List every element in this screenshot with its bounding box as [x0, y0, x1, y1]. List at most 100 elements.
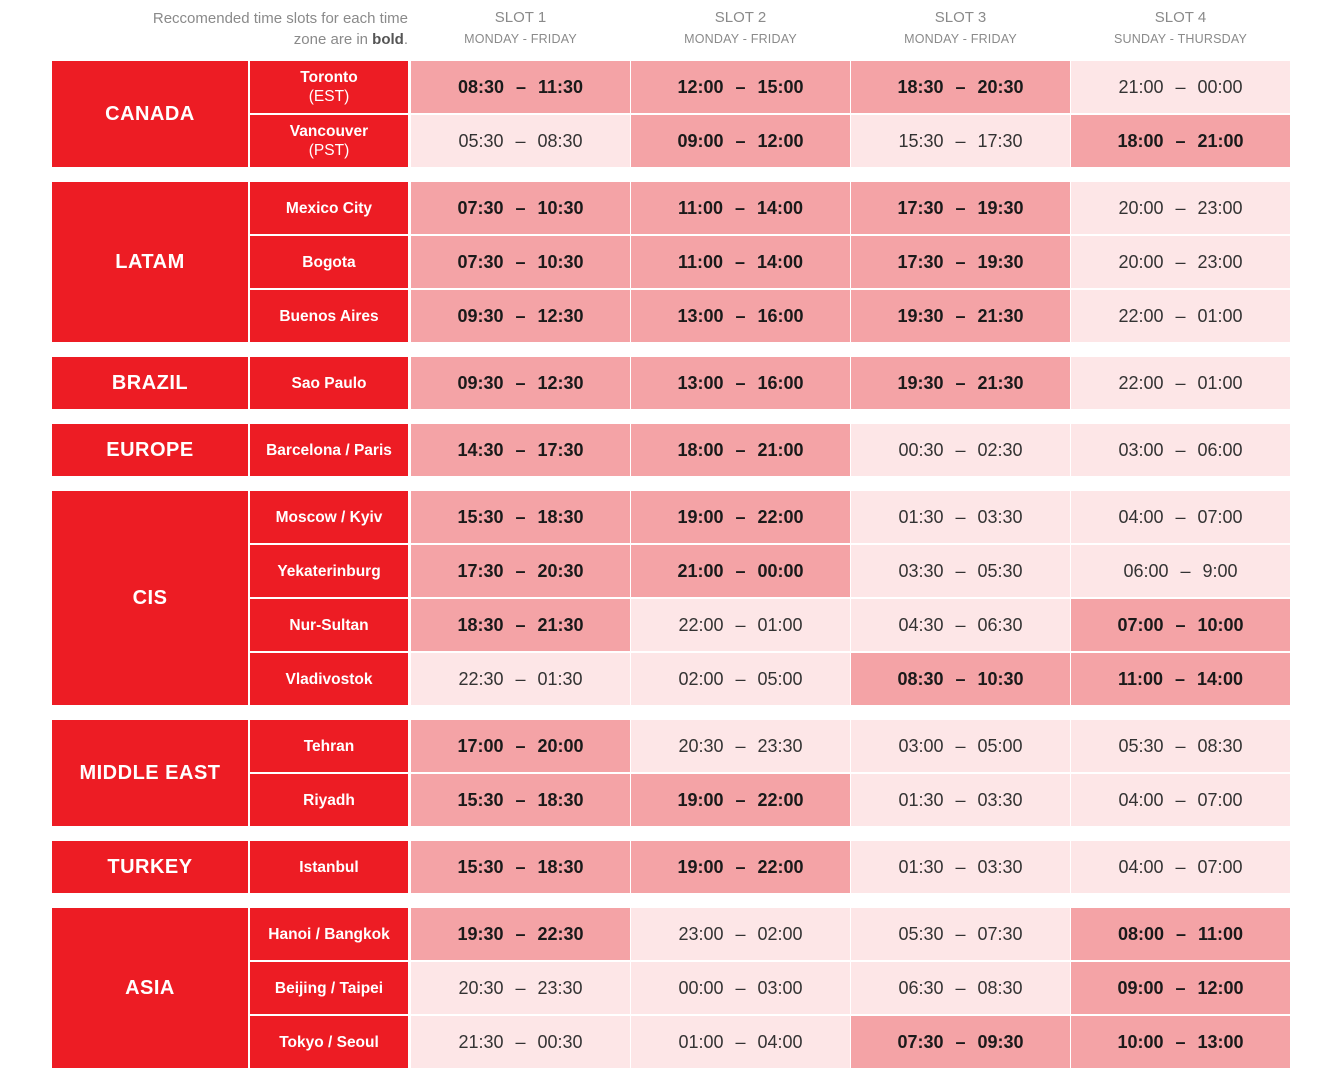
- slot-dash: –: [955, 560, 966, 581]
- slot-start-time: 19:30: [897, 305, 944, 326]
- slot-start-time: 17:30: [897, 197, 944, 218]
- slot-start-time: 08:30: [457, 76, 504, 97]
- slot-start-time: 10:00: [1117, 1031, 1164, 1052]
- time-slot-cell: 12:00–15:00: [631, 61, 850, 113]
- slot-end-time: 22:00: [757, 856, 804, 877]
- time-slot-cell: 08:30–10:30: [851, 653, 1070, 705]
- time-slot-cell: 20:30–23:30: [631, 720, 850, 772]
- slot-dash: –: [955, 305, 966, 326]
- time-slot-cell: 09:30–12:30: [411, 357, 630, 409]
- slot-end-time: 20:30: [977, 76, 1024, 97]
- region-label: ASIA: [52, 908, 248, 1068]
- slot-dash: –: [955, 789, 966, 810]
- slot-dash: –: [735, 923, 746, 944]
- slot-dash: –: [1175, 76, 1186, 97]
- city-name: Mexico City: [285, 199, 373, 217]
- slot-start-time: 19:30: [457, 923, 504, 944]
- city-name: Bogota: [302, 253, 356, 271]
- city-label: Vladivostok: [250, 653, 408, 705]
- slot-2-header: SLOT 2 MONDAY - FRIDAY: [631, 8, 850, 50]
- slot-1-header: SLOT 1 MONDAY - FRIDAY: [411, 8, 630, 50]
- slot-start-time: 09:30: [457, 372, 504, 393]
- slot-end-time: 12:30: [537, 372, 584, 393]
- slot-dash: –: [1175, 197, 1186, 218]
- time-slot-cell: 22:30–01:30: [411, 653, 630, 705]
- slot-start-time: 15:30: [898, 130, 944, 151]
- slot-start-time: 20:30: [678, 735, 724, 756]
- city-timezone: (EST): [308, 88, 350, 105]
- slot-end-time: 13:00: [1197, 1031, 1244, 1052]
- slot-end-time: 12:00: [1197, 977, 1244, 998]
- slot-end-time: 12:30: [537, 305, 584, 326]
- slot-start-time: 21:30: [458, 1031, 504, 1052]
- slot-dash: –: [955, 977, 966, 998]
- slot-end-time: 03:00: [757, 977, 803, 998]
- time-slot-cell: 17:00–20:00: [411, 720, 630, 772]
- slot-start-time: 03:30: [898, 560, 944, 581]
- time-slot-cell: 02:00–05:00: [631, 653, 850, 705]
- city-label: Hanoi / Bangkok: [250, 908, 408, 960]
- slot-start-time: 00:00: [678, 977, 724, 998]
- slot-end-time: 21:30: [537, 614, 584, 635]
- city-label: Riyadh: [250, 774, 408, 826]
- slot-start-time: 20:00: [1118, 197, 1164, 218]
- city-label: Tehran: [250, 720, 408, 772]
- time-slot-cell: 17:30–20:30: [411, 545, 630, 597]
- slot-start-time: 07:30: [457, 251, 504, 272]
- slot-dash: –: [515, 789, 526, 810]
- time-slot-cell: 00:00–03:00: [631, 962, 850, 1014]
- region-label: CANADA: [52, 61, 248, 167]
- slot-dash: –: [734, 251, 745, 272]
- header-note-suffix: .: [403, 31, 408, 48]
- city-label: Beijing / Taipei: [250, 962, 408, 1014]
- slot-end-time: 07:00: [1197, 856, 1243, 877]
- slot-end-time: 22:30: [537, 923, 584, 944]
- city-label: Buenos Aires: [250, 290, 408, 342]
- city-label: Barcelona / Paris: [250, 424, 408, 476]
- slot-dash: –: [515, 305, 526, 326]
- slot-end-time: 21:30: [977, 305, 1024, 326]
- city-name: Istanbul: [299, 858, 359, 876]
- slot-start-time: 17:30: [897, 251, 944, 272]
- slot-start-time: 21:00: [677, 560, 724, 581]
- time-slot-cell: 04:30–06:30: [851, 599, 1070, 651]
- slot-end-time: 01:00: [1197, 305, 1243, 326]
- city-name: Sao Paulo: [291, 374, 367, 392]
- time-slot-cell: 01:30–03:30: [851, 841, 1070, 893]
- time-slot-cell: 07:30–10:30: [411, 182, 630, 234]
- time-slot-cell: 04:00–07:00: [1071, 774, 1290, 826]
- time-slot-cell: 18:30–20:30: [851, 61, 1070, 113]
- slot-3-title: SLOT 3: [934, 9, 987, 26]
- time-slot-cell: 09:00–12:00: [1071, 962, 1290, 1014]
- slot-start-time: 01:30: [898, 789, 944, 810]
- slot-dash: –: [955, 197, 966, 218]
- slot-start-time: 23:00: [678, 923, 724, 944]
- slot-end-time: 14:00: [757, 197, 804, 218]
- slot-dash: –: [955, 506, 966, 527]
- slot-start-time: 19:00: [677, 856, 724, 877]
- city-name: Nur-Sultan: [289, 616, 369, 634]
- city-label: Moscow / Kyiv: [250, 491, 408, 543]
- slot-start-time: 05:30: [1118, 735, 1164, 756]
- time-slot-cell: 20:00–23:00: [1071, 182, 1290, 234]
- slot-start-time: 13:00: [677, 372, 724, 393]
- slot-end-time: 03:30: [977, 856, 1023, 877]
- slot-end-time: 07:30: [977, 923, 1023, 944]
- region-label: TURKEY: [52, 841, 248, 893]
- time-slot-cell: 15:30–17:30: [851, 115, 1070, 167]
- time-slot-cell: 07:30–09:30: [851, 1016, 1070, 1068]
- time-slot-cell: 09:00–12:00: [631, 115, 850, 167]
- slot-dash: –: [735, 789, 746, 810]
- slot-start-time: 04:00: [1118, 506, 1164, 527]
- slot-dash: –: [515, 614, 526, 635]
- time-slot-cell: 17:30–19:30: [851, 236, 1070, 288]
- slot-dash: –: [735, 1031, 746, 1052]
- time-slot-cell: 07:00–10:00: [1071, 599, 1290, 651]
- slot-end-time: 19:30: [977, 251, 1024, 272]
- slot-start-time: 19:30: [897, 372, 944, 393]
- time-slot-cell: 21:30–00:30: [411, 1016, 630, 1068]
- time-slot-cell: 10:00–13:00: [1071, 1016, 1290, 1068]
- time-slot-cell: 22:00–01:00: [1071, 357, 1290, 409]
- slot-dash: –: [1175, 614, 1186, 635]
- slot-start-time: 20:00: [1118, 251, 1164, 272]
